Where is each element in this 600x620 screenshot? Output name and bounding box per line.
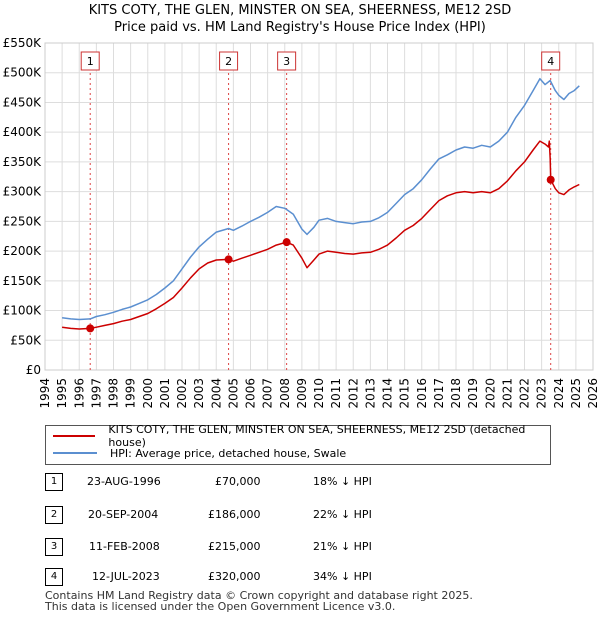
x-tick-label: 1997 bbox=[89, 378, 103, 409]
x-tick-label: 2021 bbox=[500, 378, 514, 409]
x-tick-label: 1994 bbox=[38, 378, 52, 409]
x-tick-label: 1996 bbox=[72, 378, 86, 409]
transaction-hpi: 18% ↓ HPI bbox=[313, 475, 372, 488]
y-tick-label: £300K bbox=[3, 185, 43, 199]
x-tick-label: 2017 bbox=[432, 378, 446, 409]
legend-swatch-price-paid bbox=[53, 435, 96, 437]
y-tick-label: £450K bbox=[3, 95, 43, 109]
transaction-price: £215,000 bbox=[208, 540, 261, 553]
transaction-marker bbox=[546, 175, 555, 184]
footer-license: This data is licensed under the Open Gov… bbox=[45, 600, 396, 613]
transaction-label: 1 bbox=[87, 55, 94, 68]
x-tick-label: 2000 bbox=[141, 378, 155, 409]
x-tick-label: 2015 bbox=[398, 378, 412, 409]
x-tick-label: 2024 bbox=[552, 378, 566, 409]
legend-item-hpi: HPI: Average price, detached house, Swal… bbox=[53, 445, 346, 461]
legend-label-price-paid: KITS COTY, THE GLEN, MINSTER ON SEA, SHE… bbox=[108, 423, 526, 449]
transaction-label-box bbox=[219, 51, 239, 71]
y-tick-label: £500K bbox=[3, 66, 43, 80]
legend-label-hpi: HPI: Average price, detached house, Swal… bbox=[110, 446, 347, 460]
y-tick-label: £150K bbox=[3, 274, 43, 288]
transaction-number: 3 bbox=[45, 538, 63, 556]
x-tick-label: 1998 bbox=[107, 378, 121, 409]
y-tick-label: £350K bbox=[3, 155, 43, 169]
chart-title: KITS COTY, THE GLEN, MINSTER ON SEA, SHE… bbox=[88, 3, 512, 18]
legend-swatch-hpi bbox=[53, 452, 97, 454]
table-row: 3 11-FEB-2008 £215,000 21% ↓ HPI bbox=[45, 538, 565, 556]
x-tick-label: 2006 bbox=[244, 378, 258, 409]
plot-area bbox=[44, 42, 594, 371]
footer: Contains HM Land Registry data © Crown c… bbox=[45, 590, 473, 612]
transaction-label-box bbox=[277, 51, 297, 71]
y-tick-label: £100K bbox=[3, 304, 43, 318]
transaction-hpi: 21% ↓ HPI bbox=[313, 540, 372, 553]
transaction-date: 11-FEB-2008 bbox=[89, 540, 160, 553]
x-tick-label: 2004 bbox=[209, 378, 223, 409]
price-chart: £0 £50K £100K £150K £200K £250K £300K £350K £400… bbox=[3, 36, 600, 409]
x-tick-label: 2008 bbox=[278, 378, 292, 409]
transaction-hpi: 34% ↓ HPI bbox=[313, 570, 372, 583]
transaction-label: 3 bbox=[283, 55, 290, 68]
x-tick-label: 2023 bbox=[535, 378, 549, 409]
x-tick-label: 2022 bbox=[518, 378, 532, 409]
footer-copyright: Contains HM Land Registry data © Crown c… bbox=[45, 589, 473, 602]
x-tick-label: 2002 bbox=[175, 378, 189, 409]
transaction-date: 20-SEP-2004 bbox=[88, 508, 159, 521]
table-row: 1 23-AUG-1996 £70,000 18% ↓ HPI bbox=[45, 473, 565, 491]
transaction-number: 2 bbox=[45, 506, 63, 524]
x-tick-label: 2010 bbox=[312, 378, 326, 409]
transaction-price: £186,000 bbox=[208, 508, 261, 521]
y-tick-label: £0 bbox=[26, 363, 41, 377]
x-tick-label: 2001 bbox=[158, 378, 172, 409]
table-row: 4 12-JUL-2023 £320,000 34% ↓ HPI bbox=[45, 568, 565, 586]
y-tick-label: £50K bbox=[10, 333, 42, 347]
transaction-marker bbox=[224, 255, 233, 264]
legend-item-price-paid: KITS COTY, THE GLEN, MINSTER ON SEA, SHE… bbox=[53, 423, 550, 449]
x-tick-label: 2018 bbox=[449, 378, 463, 409]
x-tick-label: 2016 bbox=[415, 378, 429, 409]
x-tick-label: 2014 bbox=[381, 378, 395, 409]
price-paid-line bbox=[61, 140, 580, 330]
x-tick-label: 1995 bbox=[55, 378, 69, 409]
transaction-marker bbox=[282, 238, 291, 247]
transaction-label-box bbox=[541, 51, 561, 71]
chart-subtitle: Price paid vs. HM Land Registry's House … bbox=[114, 20, 486, 35]
x-tick-label: 2013 bbox=[363, 378, 377, 409]
transaction-number: 4 bbox=[45, 568, 63, 586]
y-tick-label: £400K bbox=[3, 125, 43, 139]
x-tick-label: 1999 bbox=[124, 378, 138, 409]
transaction-price: £320,000 bbox=[208, 570, 261, 583]
transaction-date: 12-JUL-2023 bbox=[92, 570, 160, 583]
hpi-line bbox=[61, 77, 580, 321]
x-tick-label: 2026 bbox=[586, 378, 600, 409]
transaction-label: 2 bbox=[225, 55, 232, 68]
transaction-marker bbox=[86, 324, 95, 333]
x-tick-label: 2003 bbox=[192, 378, 206, 409]
y-tick-label: £250K bbox=[3, 214, 43, 228]
y-tick-label: £200K bbox=[3, 244, 43, 258]
transaction-hpi: 22% ↓ HPI bbox=[313, 508, 372, 521]
table-row: 2 20-SEP-2004 £186,000 22% ↓ HPI bbox=[45, 506, 565, 524]
y-tick-label: £550K bbox=[3, 36, 43, 50]
x-tick-label: 2020 bbox=[483, 378, 497, 409]
transaction-label: 4 bbox=[547, 55, 554, 68]
x-tick-label: 2005 bbox=[226, 378, 240, 409]
transaction-price: £70,000 bbox=[215, 475, 261, 488]
x-tick-label: 2009 bbox=[295, 378, 309, 409]
x-tick-label: 2019 bbox=[466, 378, 480, 409]
transaction-label-box bbox=[80, 51, 100, 71]
x-tick-label: 2007 bbox=[261, 378, 275, 409]
legend: KITS COTY, THE GLEN, MINSTER ON SEA, SHE… bbox=[45, 423, 551, 465]
transaction-number: 1 bbox=[45, 473, 63, 491]
x-tick-label: 2025 bbox=[569, 378, 583, 409]
transaction-date: 23-AUG-1996 bbox=[87, 475, 161, 488]
x-tick-label: 2011 bbox=[329, 378, 343, 409]
x-tick-label: 2012 bbox=[346, 378, 360, 409]
